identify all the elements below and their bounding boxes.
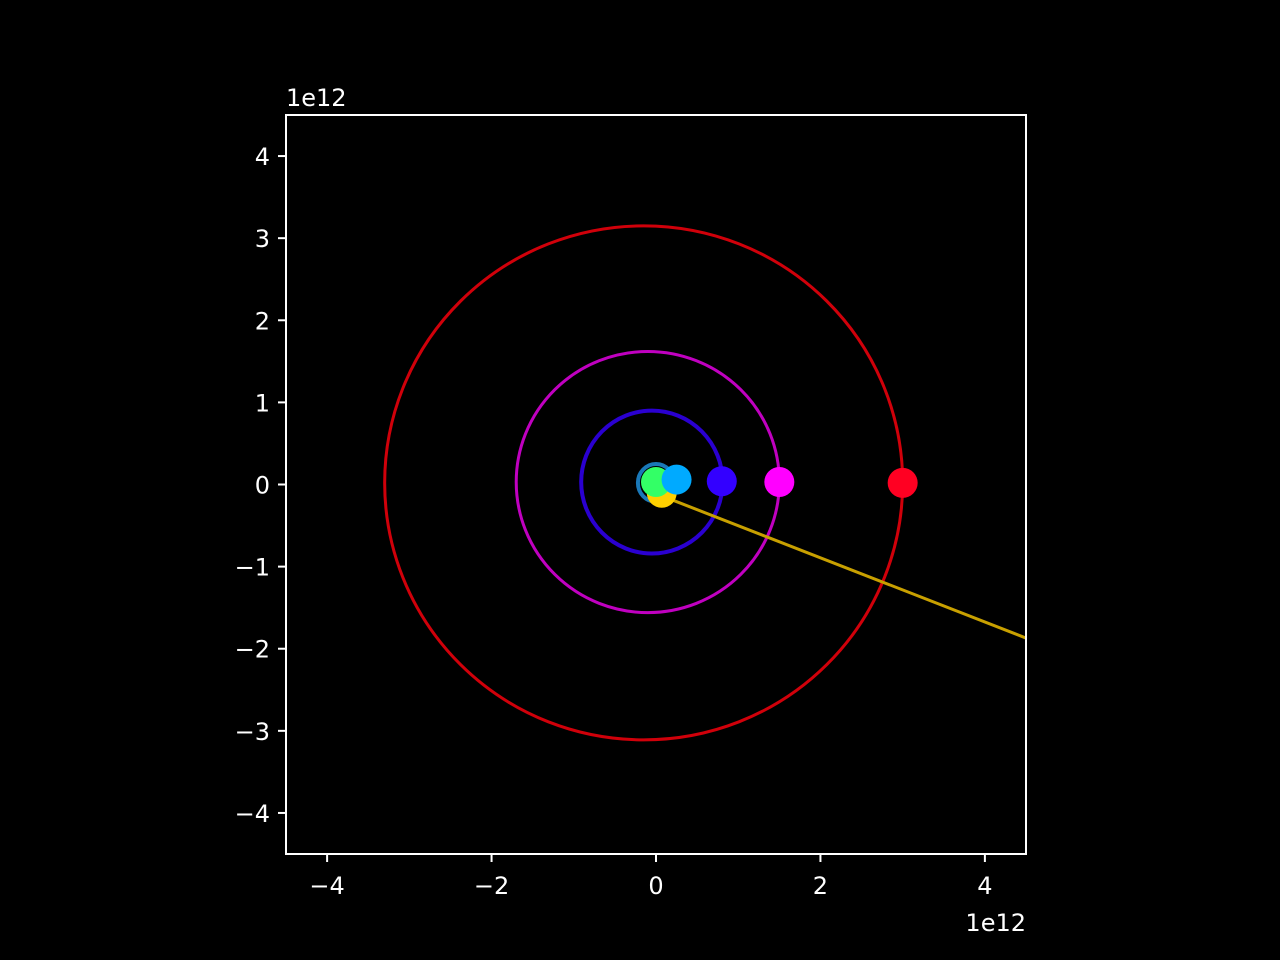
y-axis-ticks: −4 −3 −2 −1 0 1 2 3 4 (235, 143, 286, 828)
x-axis-ticks: −4 −2 0 2 4 (309, 854, 993, 900)
y-offset-label: 1e12 (286, 84, 347, 112)
y-tick-label: 1 (255, 389, 270, 417)
x-tick-label: 2 (813, 872, 828, 900)
x-tick-label: 0 (648, 872, 663, 900)
body-marker-4 (661, 464, 692, 495)
y-tick-label: −2 (235, 636, 270, 664)
x-tick-label: 4 (977, 872, 992, 900)
y-tick-label: 0 (255, 472, 270, 500)
body-marker-2 (764, 467, 795, 498)
x-tick-label: −4 (309, 872, 344, 900)
x-offset-label: 1e12 (965, 909, 1026, 937)
y-tick-label: −4 (235, 800, 270, 828)
y-tick-label: −1 (235, 554, 270, 582)
y-tick-label: −3 (235, 718, 270, 746)
plot-area (383, 224, 1026, 742)
trajectory-line (663, 495, 1026, 640)
body-marker-3 (706, 466, 737, 497)
y-tick-label: 4 (255, 143, 270, 171)
x-tick-label: −2 (474, 872, 509, 900)
body-marker-1 (887, 467, 918, 498)
y-tick-label: 2 (255, 307, 270, 335)
y-tick-label: 3 (255, 225, 270, 253)
